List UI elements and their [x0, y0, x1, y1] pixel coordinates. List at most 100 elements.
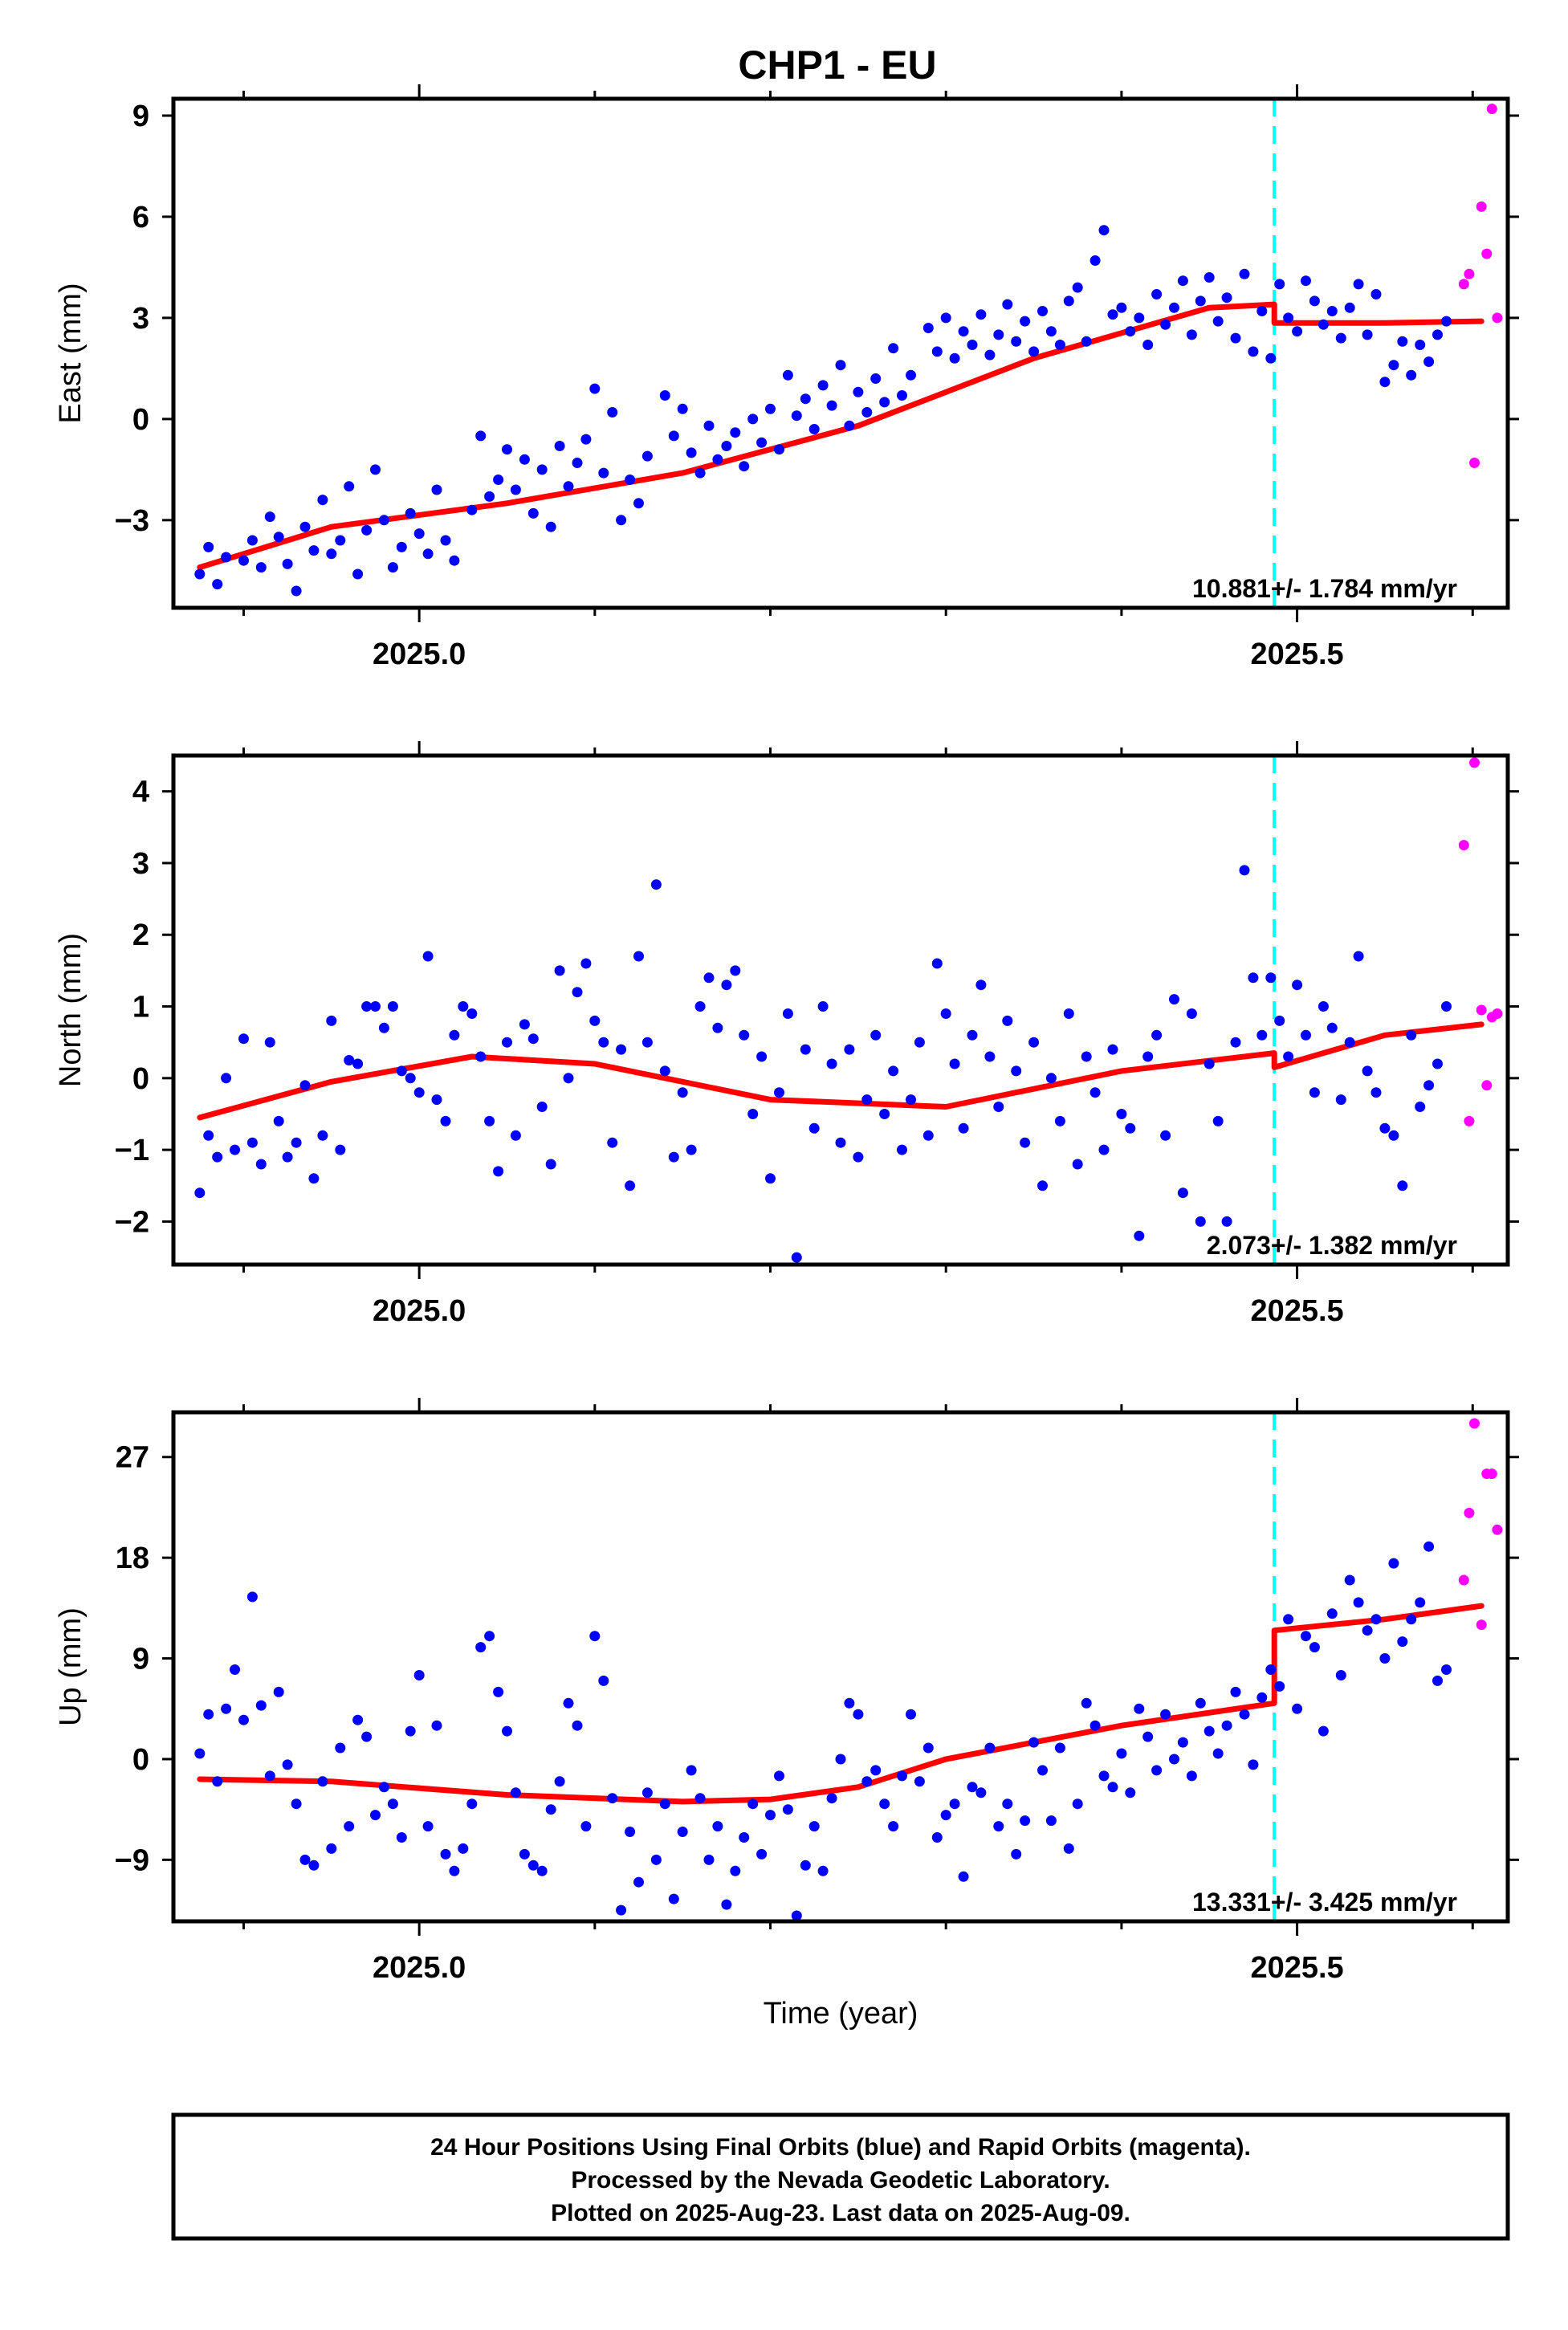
east-final-point-44: [598, 467, 609, 479]
east-final-point-38: [545, 521, 556, 532]
north-final-point-61: [730, 965, 741, 976]
north-final-point-26: [422, 951, 434, 962]
north-rapid-point-2: [1469, 757, 1480, 768]
east-final-point-46: [616, 515, 627, 526]
north-final-point-136: [1388, 1130, 1399, 1141]
caption-frame: [171, 2112, 1510, 2241]
north-final-point-96: [1037, 1180, 1048, 1191]
north-final-point-63: [747, 1109, 759, 1119]
up-final-point-17: [344, 1821, 355, 1832]
east-final-point-73: [861, 407, 873, 418]
north-rapid-point-4: [1481, 1080, 1493, 1091]
north-final-point-73: [835, 1137, 846, 1148]
east-final-point-10: [291, 585, 302, 597]
north-final-point-12: [299, 1080, 311, 1091]
up-final-point-61: [730, 1865, 741, 1876]
panel-up: −9 0 9 18 27 2025.0 2025.5 Up (mm) 13.331+/- 3…: [54, 1398, 1519, 1985]
north-final-point-82: [914, 1037, 925, 1048]
up-final-point-72: [826, 1793, 837, 1804]
up-final-point-2: [212, 1776, 223, 1787]
north-final-point-122: [1265, 972, 1277, 984]
north-final-point-71: [817, 1001, 829, 1012]
north-ytick-label-6: 4: [132, 776, 149, 809]
north-axis-layer: −2 −1 0 1 2 3 4 2025.0 2025.5: [115, 741, 1519, 1328]
up-final-point-90: [984, 1742, 996, 1754]
up-final-point-138: [1406, 1614, 1417, 1625]
east-final-point-72: [853, 386, 864, 397]
north-final-point-3: [221, 1073, 232, 1084]
north-final-point-132: [1353, 951, 1364, 962]
east-final-point-68: [817, 380, 829, 391]
up-axis-layer: −9 0 9 18 27 2025.0 2025.5: [115, 1398, 1519, 1985]
north-final-point-121: [1256, 1029, 1268, 1041]
up-final-point-8: [264, 1770, 275, 1782]
east-final-point-82: [949, 352, 960, 364]
up-final-point-69: [800, 1860, 811, 1871]
up-final-point-39: [536, 1865, 548, 1876]
north-final-point-30: [458, 1001, 469, 1012]
up-final-point-86: [949, 1798, 960, 1810]
north-rapid-point-6: [1492, 1008, 1503, 1019]
north-final-point-68: [791, 1252, 802, 1263]
up-final-point-123: [1274, 1680, 1285, 1692]
east-final-point-43: [589, 383, 601, 394]
up-final-point-20: [370, 1810, 381, 1821]
north-final-point-131: [1344, 1037, 1355, 1048]
north-ytick-label-3: 1: [132, 991, 149, 1024]
up-final-point-22: [387, 1798, 398, 1810]
up-ytick-label-3: 18: [116, 1542, 149, 1575]
north-final-point-135: [1379, 1122, 1391, 1134]
up-final-point-0: [194, 1748, 206, 1759]
north-final-point-93: [1011, 1065, 1022, 1077]
north-final-point-112: [1177, 1187, 1188, 1199]
north-final-point-79: [888, 1065, 899, 1077]
up-final-point-48: [616, 1904, 627, 1916]
north-final-point-84: [931, 958, 943, 969]
north-fit-layer: [197, 1021, 1485, 1121]
up-final-point-29: [449, 1865, 460, 1876]
east-final-point-58: [730, 427, 741, 438]
up-final-point-40: [545, 1804, 556, 1815]
east-final-point-14: [326, 548, 337, 560]
north-final-point-48: [616, 1044, 627, 1055]
east-final-point-135: [1415, 340, 1426, 350]
east-final-point-28: [449, 555, 460, 566]
north-final-point-23: [396, 1065, 407, 1077]
east-final-point-108: [1177, 275, 1188, 287]
up-final-point-5: [238, 1714, 249, 1725]
east-final-point-97: [1081, 336, 1092, 347]
east-final-point-119: [1274, 279, 1285, 290]
up-final-point-112: [1177, 1737, 1188, 1748]
up-final-point-132: [1353, 1597, 1364, 1608]
north-final-point-78: [879, 1109, 890, 1119]
up-final-point-60: [721, 1899, 732, 1910]
east-final-point-87: [993, 329, 1004, 340]
up-final-point-59: [712, 1821, 723, 1832]
north-final-point-100: [1072, 1159, 1083, 1170]
north-ytick-label-2: 0: [132, 1062, 149, 1096]
north-final-point-124: [1283, 1051, 1294, 1062]
east-axis-label: East (mm): [54, 283, 88, 423]
east-final-point-79: [922, 323, 934, 333]
north-final-point-110: [1160, 1130, 1171, 1141]
north-final-point-139: [1415, 1102, 1426, 1112]
north-final-point-14: [317, 1130, 328, 1141]
east-fit-layer: [197, 301, 1485, 571]
north-final-point-105: [1116, 1109, 1127, 1119]
up-points-layer: [194, 1418, 1503, 1921]
east-final-point-54: [694, 467, 706, 479]
east-final-point-11: [299, 521, 311, 532]
north-final-point-117: [1221, 1216, 1232, 1227]
east-final-point-123: [1309, 295, 1320, 307]
north-final-point-20: [370, 1001, 381, 1012]
east-final-point-1: [203, 541, 214, 552]
east-final-point-55: [703, 420, 715, 431]
north-final-point-2: [212, 1151, 223, 1163]
north-fit-line: [197, 1021, 1485, 1121]
up-final-point-26: [422, 1821, 434, 1832]
east-final-point-118: [1265, 352, 1277, 364]
east-final-point-39: [554, 441, 565, 451]
north-final-point-33: [484, 1115, 495, 1126]
north-final-point-66: [774, 1087, 784, 1098]
